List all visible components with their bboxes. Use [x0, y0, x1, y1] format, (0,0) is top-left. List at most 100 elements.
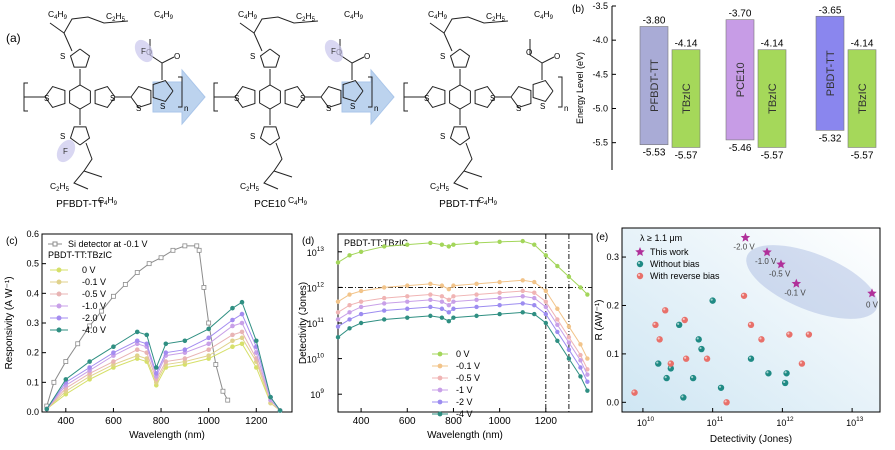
- data-point: [497, 303, 502, 308]
- data-point: [798, 360, 806, 367]
- fluorine-atom: F: [141, 47, 146, 56]
- data-point: [134, 270, 140, 275]
- data-point: [405, 306, 410, 311]
- x-tick-label: 1200: [245, 416, 268, 427]
- point-highlight: [637, 261, 641, 265]
- data-point: [347, 317, 352, 322]
- x-axis-label: Detectivity (Jones): [710, 434, 792, 445]
- sulfur-atom: S: [136, 104, 141, 113]
- data-point: [578, 342, 583, 347]
- data-point: [335, 324, 341, 329]
- y-tick-label: 0.1: [26, 377, 39, 387]
- y-tick-label: 1010: [307, 353, 325, 365]
- legend-entry: -0.1 V: [456, 361, 480, 371]
- data-point: [747, 355, 755, 362]
- y-tick-label: 0.6: [26, 229, 39, 239]
- point-highlight: [748, 356, 752, 359]
- data-point: [230, 332, 235, 338]
- data-point: [543, 320, 549, 326]
- sulfur-atom: S: [60, 52, 65, 61]
- y-tick-label: 0.2: [26, 348, 39, 358]
- data-point: [335, 310, 341, 315]
- data-point: [566, 347, 572, 352]
- data-point: [543, 311, 549, 317]
- y-tick-label: 0.3: [26, 318, 39, 328]
- sulfur-atom: S: [110, 94, 115, 103]
- data-point: [543, 288, 549, 294]
- data-point: [451, 283, 456, 288]
- y-axis-label: Responsivity (A W⁻¹): [4, 276, 15, 369]
- sulfur-atom: S: [424, 94, 429, 103]
- data-point: [566, 335, 572, 340]
- point-highlight: [691, 376, 694, 379]
- data-point: [239, 320, 245, 326]
- panel-e-comparison-chart: (e) 1010 1011 1012 1013 0.0 0.1 0.2 0.3 Detectivi…: [594, 227, 881, 445]
- y-tick-label: -4.5: [592, 69, 608, 79]
- data-point: [182, 338, 188, 344]
- legend-entry: This work: [650, 247, 689, 257]
- oxygen-atom: O: [554, 52, 560, 61]
- molecule-name: PFBDT-TT: [56, 199, 104, 210]
- benzene-ring: [449, 84, 471, 110]
- data-point: [543, 253, 549, 258]
- data-point: [578, 358, 583, 363]
- x-tick-label: 1011: [707, 416, 724, 428]
- data-point: [662, 307, 669, 314]
- homo-value-label: -5.57: [851, 150, 874, 161]
- data-point: [805, 331, 813, 338]
- data-point: [446, 244, 452, 249]
- data-point: [680, 394, 687, 401]
- data-point: [765, 370, 772, 377]
- point-highlight: [653, 322, 656, 325]
- data-point: [428, 304, 433, 310]
- polymer-bracket: [558, 76, 563, 108]
- data-point: [740, 292, 748, 299]
- series-line: [337, 311, 588, 391]
- data-point: [347, 253, 352, 258]
- data-point: [520, 238, 525, 244]
- data-point: [781, 379, 789, 387]
- data-point: [703, 355, 711, 362]
- data-point: [134, 353, 140, 358]
- data-point: [230, 305, 235, 311]
- data-point: [439, 306, 445, 311]
- y-tick-label: 0.0: [26, 407, 39, 417]
- data-point: [163, 359, 169, 364]
- data-point: [566, 340, 572, 345]
- data-point: [428, 297, 433, 303]
- bar-material-label: TBzIC: [857, 83, 869, 114]
- data-point: [439, 315, 445, 320]
- this-work-point: [762, 247, 772, 257]
- data-point: [663, 374, 670, 382]
- thiophene-ring: [284, 85, 306, 109]
- data-point: [87, 365, 92, 370]
- y-axis-label: R (AW⁻¹): [594, 299, 605, 340]
- data-point: [497, 239, 502, 245]
- data-point: [206, 353, 211, 358]
- data-point: [239, 341, 245, 347]
- y-axis-label: Detectivity (Jones): [298, 282, 309, 364]
- data-point: [182, 347, 188, 353]
- point-highlight: [682, 317, 685, 321]
- data-point: [578, 374, 583, 379]
- point-highlight: [704, 356, 708, 359]
- point-highlight: [799, 361, 803, 364]
- series-line: [46, 245, 229, 407]
- thiophene-ring: [234, 85, 256, 109]
- homo-value-label: -5.57: [675, 150, 698, 161]
- data-point: [206, 341, 211, 347]
- data-point: [566, 274, 572, 279]
- alkyl-chain: [273, 170, 293, 178]
- thiophene-ring: [130, 85, 152, 109]
- data-point: [520, 310, 525, 315]
- data-point: [405, 294, 410, 299]
- data-point: [474, 313, 479, 319]
- sulfur-atom: S: [160, 102, 165, 111]
- lumo-value-label: -3.65: [819, 5, 842, 16]
- data-point: [446, 286, 452, 292]
- data-point: [206, 326, 211, 332]
- data-point: [758, 336, 765, 343]
- thiophene-ring: [342, 79, 364, 103]
- data-point: [358, 299, 364, 304]
